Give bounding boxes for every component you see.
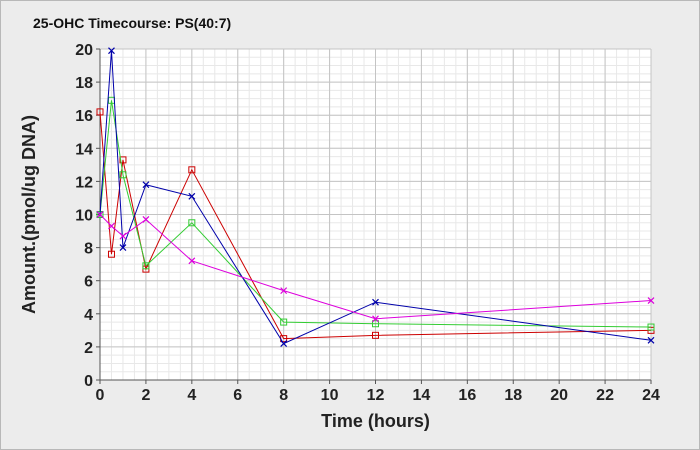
x-tick-label: 18 bbox=[504, 387, 522, 404]
series-line bbox=[99, 111, 652, 340]
y-tick-label: 18 bbox=[75, 75, 93, 92]
series-line bbox=[99, 100, 652, 328]
data-point bbox=[119, 244, 127, 252]
x-tick-label: 0 bbox=[96, 387, 105, 404]
data-point bbox=[372, 331, 379, 339]
data-point bbox=[119, 232, 127, 240]
data-point bbox=[372, 315, 379, 323]
x-tick-label: 2 bbox=[141, 387, 150, 404]
x-axis-label: Time (hours) bbox=[321, 411, 430, 431]
data-point bbox=[108, 47, 115, 55]
grid bbox=[99, 48, 652, 381]
y-tick-label: 14 bbox=[75, 141, 93, 158]
data-point bbox=[280, 340, 288, 348]
x-tick-label: 22 bbox=[596, 387, 614, 404]
data-point bbox=[647, 297, 655, 304]
y-tick-label: 20 bbox=[75, 42, 93, 59]
data-point bbox=[188, 192, 196, 200]
x-tick-label: 12 bbox=[367, 387, 385, 404]
data-point bbox=[372, 298, 379, 306]
data-point bbox=[142, 181, 150, 189]
y-tick-label: 2 bbox=[84, 340, 93, 357]
y-tick-label: 6 bbox=[84, 274, 93, 291]
y-tick-label: 16 bbox=[75, 108, 93, 125]
x-tick-label: 10 bbox=[321, 387, 339, 404]
series-4 bbox=[96, 211, 655, 323]
data-point bbox=[188, 257, 196, 265]
x-tick-label: 16 bbox=[458, 387, 476, 404]
y-tick-label: 0 bbox=[84, 373, 93, 390]
data-point bbox=[119, 171, 127, 179]
series bbox=[96, 47, 655, 348]
y-axis-label: Amount.(pmol/ug DNA) bbox=[19, 115, 39, 314]
x-tick-label: 24 bbox=[642, 387, 660, 404]
x-tick-label: 20 bbox=[550, 387, 568, 404]
data-point bbox=[107, 250, 115, 258]
data-point bbox=[188, 219, 196, 227]
data-point bbox=[96, 211, 104, 218]
y-tick-label: 12 bbox=[75, 174, 93, 191]
data-point bbox=[108, 222, 115, 230]
y-tick-label: 8 bbox=[84, 241, 93, 258]
data-point bbox=[647, 323, 655, 331]
data-point bbox=[96, 108, 104, 116]
series-2 bbox=[96, 96, 655, 331]
data-point bbox=[280, 318, 288, 326]
series-line bbox=[99, 50, 652, 345]
data-point bbox=[188, 166, 196, 174]
y-tick-label: 10 bbox=[75, 208, 93, 225]
data-point bbox=[647, 336, 655, 344]
data-point bbox=[280, 287, 288, 295]
x-tick-label: 8 bbox=[279, 387, 288, 404]
y-tick-label: 4 bbox=[84, 307, 93, 324]
x-tick-label: 6 bbox=[233, 387, 242, 404]
data-point bbox=[142, 216, 150, 223]
chart-title: 25-OHC Timecourse: PS(40:7) bbox=[33, 15, 231, 31]
data-point bbox=[119, 156, 127, 164]
data-point bbox=[372, 320, 379, 328]
x-tick-label: 4 bbox=[187, 387, 196, 404]
x-tick-label: 14 bbox=[413, 387, 431, 404]
data-point bbox=[142, 262, 150, 270]
